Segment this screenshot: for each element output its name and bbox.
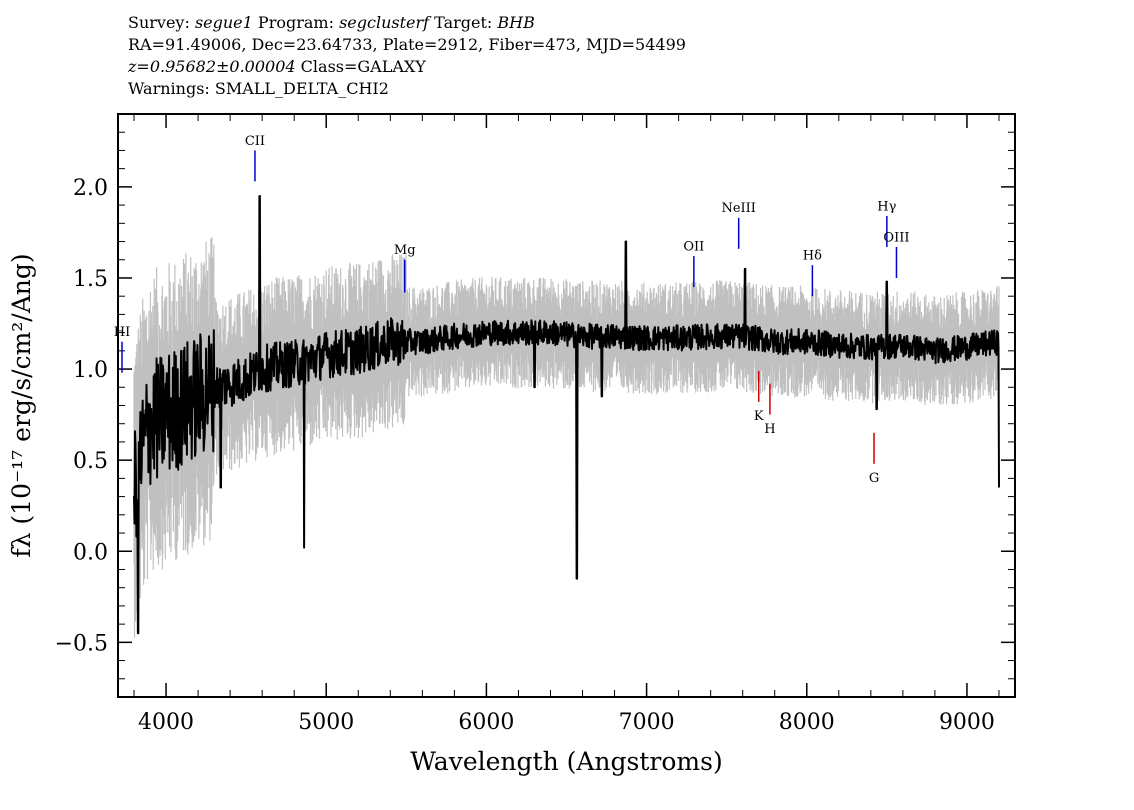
y-axis-title: fλ (10⁻¹⁷ erg/s/cm²/Ang): [7, 253, 36, 557]
x-tick-label: 7000: [619, 710, 675, 735]
x-tick-label: 8000: [779, 710, 835, 735]
spectrum-header: Survey: segue1 Program: segclusterf Targ…: [128, 12, 686, 100]
y-tick-label: 2.0: [73, 176, 108, 201]
error-envelope-series: [133, 237, 1000, 638]
y-tick-label: 1.0: [73, 358, 108, 383]
x-tick-label: 5000: [298, 710, 354, 735]
line-marker-label: OIII: [883, 230, 909, 245]
target-label: Target:: [434, 13, 493, 32]
header-coordinates-line: RA=91.49006, Dec=23.64733, Plate=2912, F…: [128, 35, 686, 54]
x-tick-label: 4000: [138, 710, 194, 735]
header-survey-line: Survey: segue1 Program: segclusterf Targ…: [128, 12, 686, 34]
line-marker-label: Mg: [394, 243, 416, 258]
header-redshift-line: z=0.95682±0.00004 Class=GALAXY: [128, 56, 686, 78]
redshift-value: z=0.95682±0.00004: [128, 57, 296, 76]
flux-series: [133, 195, 1000, 635]
line-marker-label: NeIII: [721, 201, 755, 216]
y-tick-label: 1.5: [73, 267, 108, 292]
x-tick-label: 6000: [458, 710, 514, 735]
line-marker-label: H: [764, 422, 775, 437]
line-marker-label: OII: [683, 239, 704, 254]
y-tick-label: −0.5: [55, 631, 108, 656]
x-tick-label: 9000: [939, 710, 995, 735]
survey-label: Survey:: [128, 13, 190, 32]
line-marker-label: G: [869, 471, 879, 486]
line-marker-label: CII: [245, 134, 265, 149]
y-tick-label: 0.0: [73, 540, 108, 565]
header-warnings-line: Warnings: SMALL_DELTA_CHI2: [128, 79, 389, 98]
line-marker-label: Hδ: [803, 249, 822, 264]
class-value: Class=GALAXY: [300, 57, 426, 76]
line-marker-label: K: [754, 409, 764, 424]
target-value: BHB: [497, 13, 535, 32]
x-axis-title: Wavelength (Angstroms): [410, 747, 722, 776]
program-value: segclusterf: [339, 13, 430, 32]
y-tick-label: 0.5: [73, 449, 108, 474]
line-marker-label: HI: [114, 325, 130, 340]
survey-value: segue1: [194, 13, 253, 32]
program-label: Program:: [257, 13, 334, 32]
line-marker-label: Hγ: [877, 199, 896, 214]
